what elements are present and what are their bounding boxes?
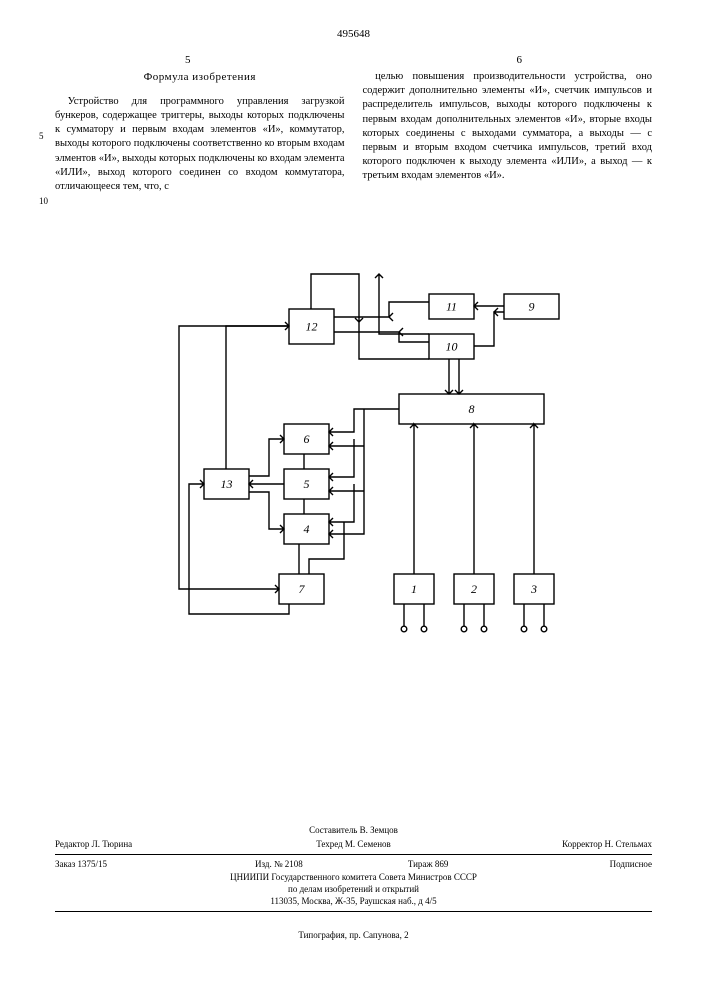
editor: Редактор Л. Тюрина xyxy=(55,838,254,850)
org-line-1: ЦНИИПИ Государственного комитета Совета … xyxy=(55,871,652,883)
line-marker-5: 5 xyxy=(39,130,44,142)
block-diagram: 12345678910111213 xyxy=(149,254,559,644)
order: Заказ 1375/15 xyxy=(55,858,204,870)
svg-text:4: 4 xyxy=(303,522,309,536)
compiler-line: Составитель В. Земцов xyxy=(55,824,652,836)
text-columns: Формула изобретения Устройство для прогр… xyxy=(55,70,652,194)
typography-line: Типография, пр. Сапунова, 2 xyxy=(0,930,707,940)
corrector: Корректор Н. Стельмах xyxy=(453,838,652,850)
column-numbers: 5 6 xyxy=(55,54,652,64)
document-number: 495648 xyxy=(55,28,652,40)
svg-text:2: 2 xyxy=(471,582,477,596)
svg-text:5: 5 xyxy=(303,477,309,491)
left-paragraph: Устройство для программного управления з… xyxy=(55,95,345,194)
izd: Изд. № 2108 xyxy=(204,858,353,870)
order-row: Заказ 1375/15 Изд. № 2108 Тираж 869 Подп… xyxy=(55,858,652,870)
separator-1 xyxy=(55,854,652,855)
editor-row: Редактор Л. Тюрина Техред М. Семенов Кор… xyxy=(55,838,652,850)
svg-text:6: 6 xyxy=(303,432,309,446)
page: 495648 5 6 Формула изобретения Устройств… xyxy=(0,0,707,1000)
svg-text:8: 8 xyxy=(468,402,474,416)
right-paragraph: целью повышения производительности устро… xyxy=(363,70,653,183)
svg-text:3: 3 xyxy=(530,582,537,596)
tech-editor: Техред М. Семенов xyxy=(254,838,453,850)
right-column: целью повышения производительности устро… xyxy=(363,70,653,194)
svg-text:7: 7 xyxy=(298,582,305,596)
left-column: Формула изобретения Устройство для прогр… xyxy=(55,70,345,194)
address-line: 113035, Москва, Ж-35, Раушская наб., д 4… xyxy=(55,895,652,907)
formula-heading: Формула изобретения xyxy=(55,70,345,85)
line-marker-10: 10 xyxy=(39,195,48,207)
svg-text:13: 13 xyxy=(220,477,232,491)
tirazh: Тираж 869 xyxy=(354,858,503,870)
svg-text:1: 1 xyxy=(411,582,417,596)
left-col-number: 5 xyxy=(185,54,191,66)
svg-text:10: 10 xyxy=(445,340,457,354)
sign: Подписное xyxy=(503,858,652,870)
separator-2 xyxy=(55,911,652,912)
svg-text:11: 11 xyxy=(445,300,456,314)
footer: Составитель В. Земцов Редактор Л. Тюрина… xyxy=(55,824,652,915)
svg-text:12: 12 xyxy=(305,320,317,334)
svg-text:9: 9 xyxy=(528,300,534,314)
org-line-2: по делам изобретений и открытий xyxy=(55,883,652,895)
right-col-number: 6 xyxy=(517,54,523,66)
